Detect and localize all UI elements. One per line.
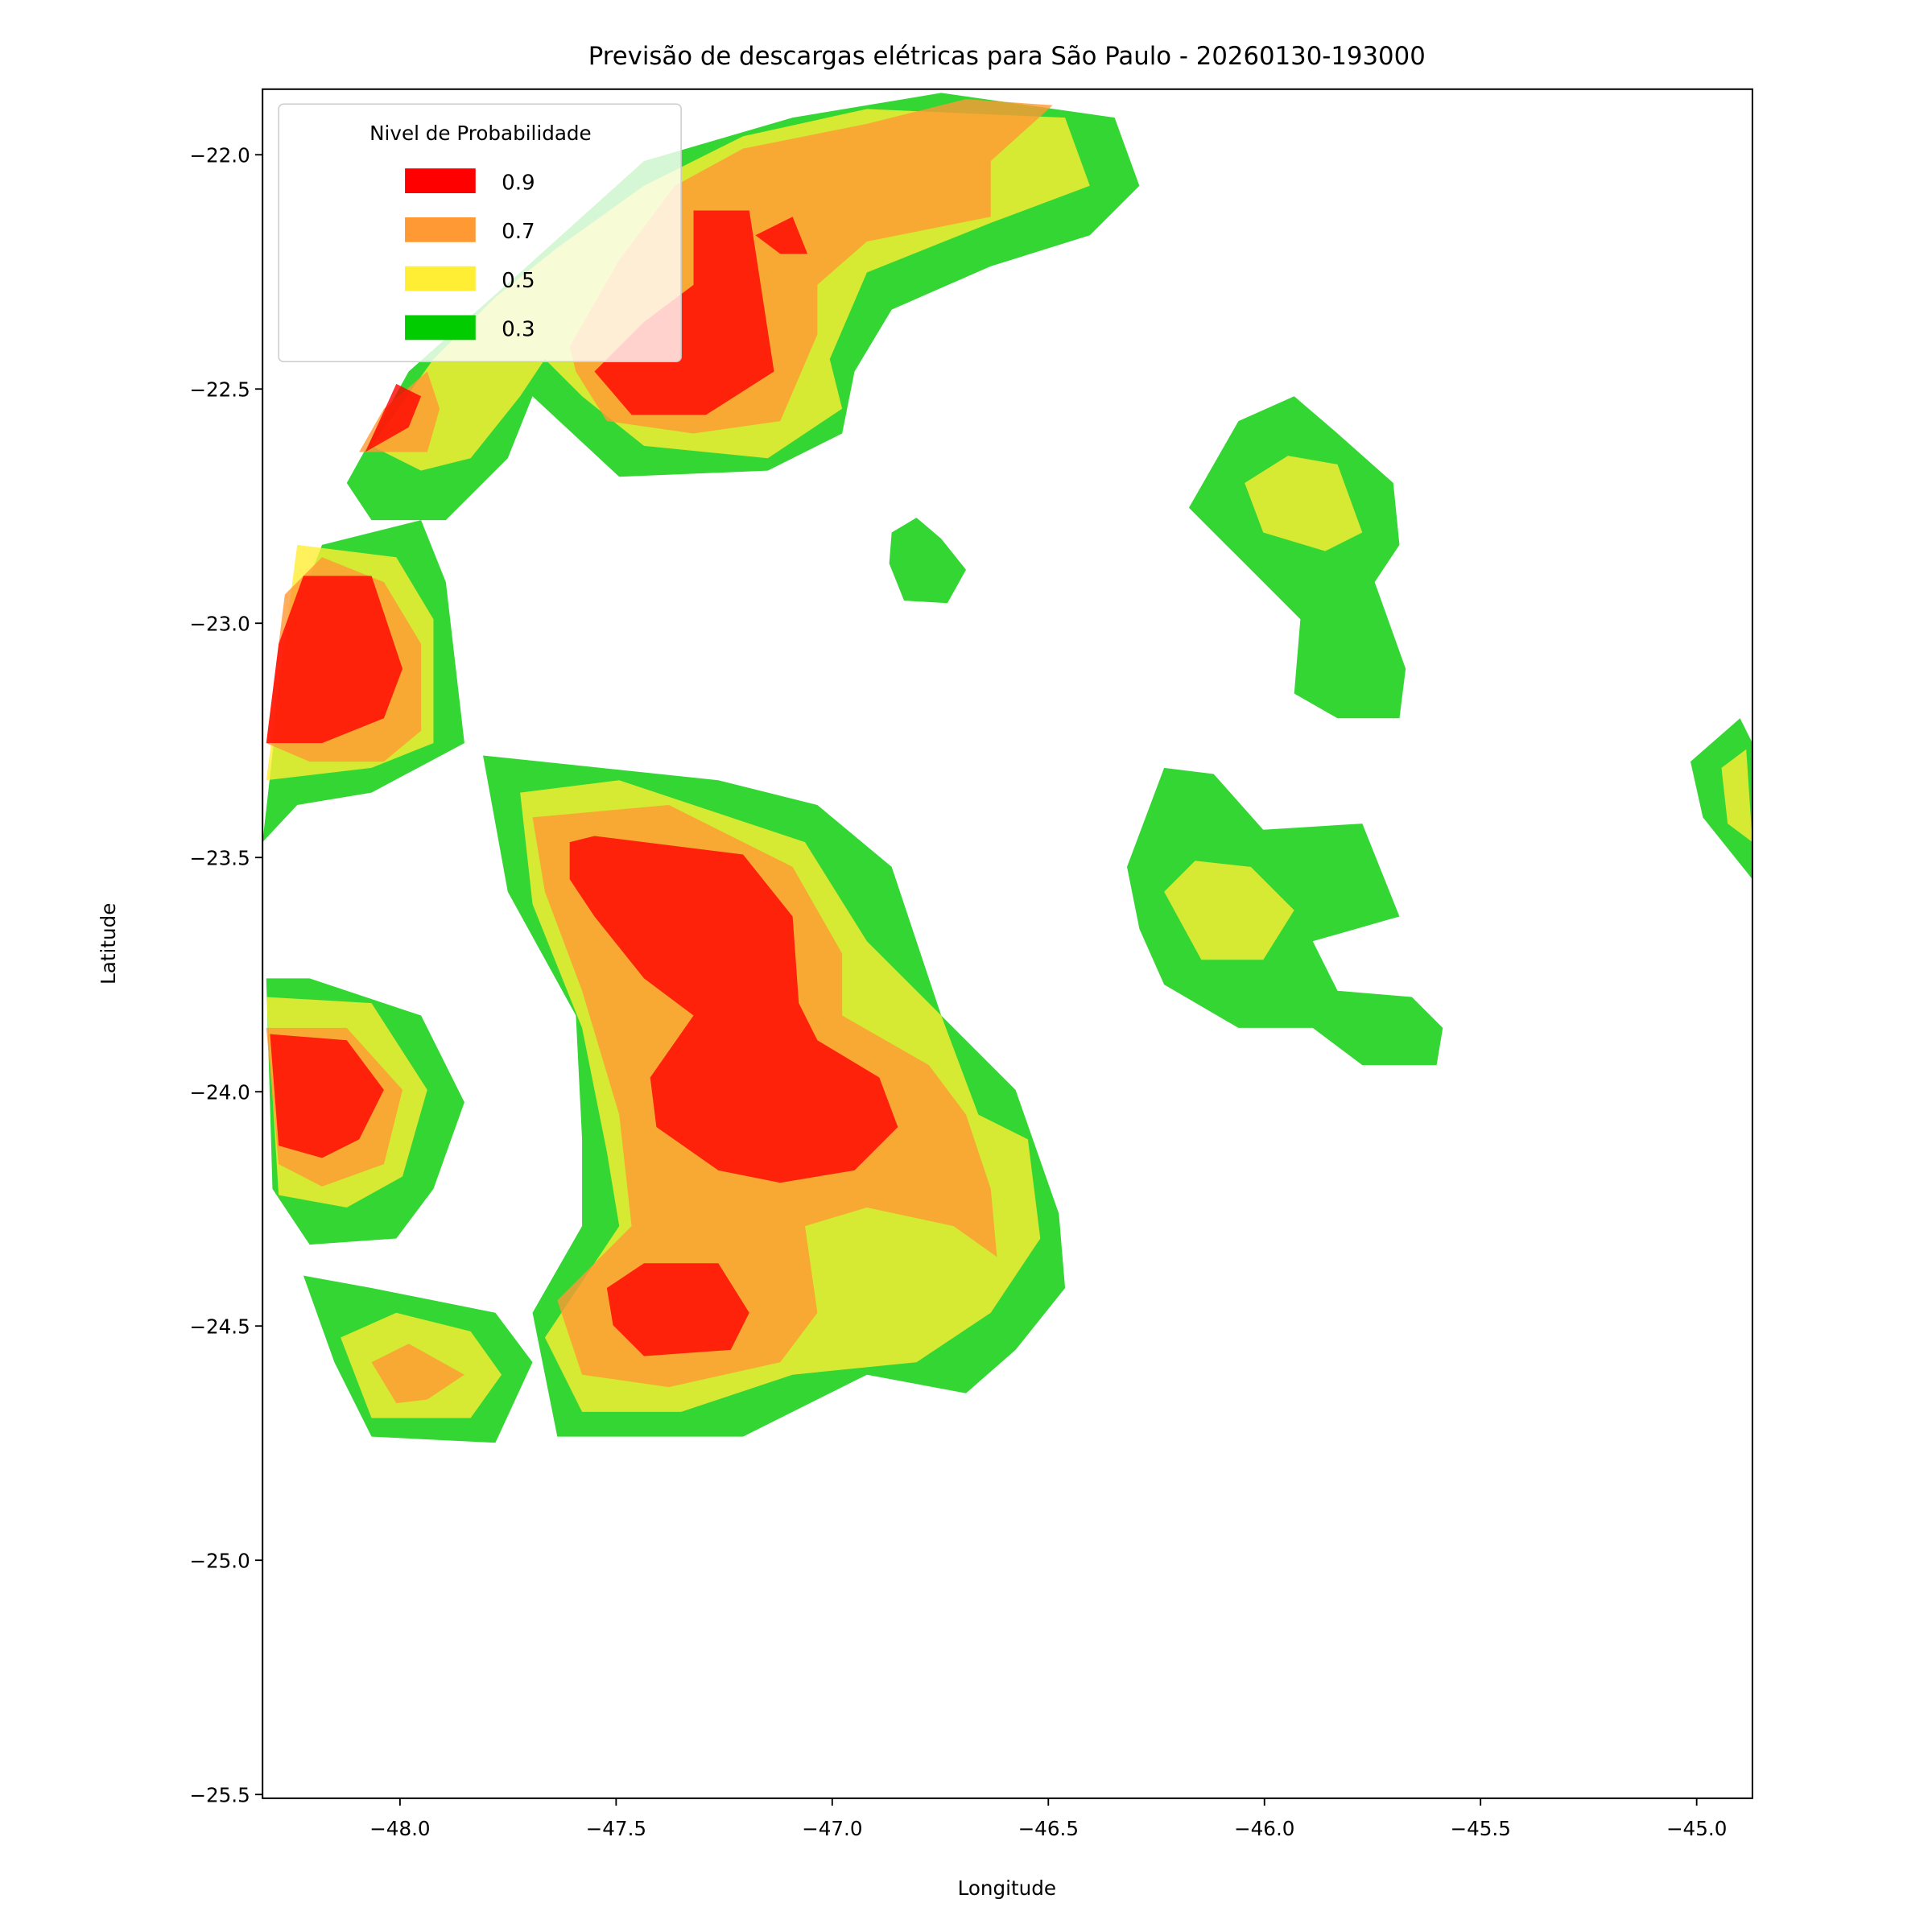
contour-region bbox=[1245, 456, 1363, 551]
chart-title: Previsão de descargas elétricas para São… bbox=[588, 42, 1426, 71]
legend-box bbox=[278, 103, 682, 362]
contour-region bbox=[594, 210, 774, 415]
contour-region bbox=[569, 836, 898, 1183]
x-tick-label: −45.0 bbox=[1666, 1817, 1727, 1840]
y-tick-label: −24.5 bbox=[189, 1315, 250, 1338]
legend-title: Nivel de Probabilidade bbox=[369, 122, 592, 145]
contour-region bbox=[755, 217, 808, 254]
x-axis-label: Longitude bbox=[958, 1876, 1056, 1900]
legend-label: 0.9 bbox=[502, 171, 535, 195]
contour-area bbox=[262, 93, 1752, 1443]
legend-label: 0.3 bbox=[502, 318, 535, 342]
legend-swatch bbox=[405, 168, 476, 193]
y-tick-label: −22.0 bbox=[189, 143, 250, 167]
x-tick-label: −47.5 bbox=[586, 1817, 646, 1840]
contour-region bbox=[1164, 861, 1294, 960]
x-tick-label: −45.5 bbox=[1450, 1817, 1510, 1840]
contour-region bbox=[371, 1344, 464, 1404]
legend: Nivel de Probabilidade 0.9 0.7 0.5 0.3 bbox=[278, 103, 682, 362]
contour-region bbox=[266, 576, 402, 744]
y-axis-label: Latitude bbox=[97, 903, 120, 985]
contour-region bbox=[1188, 396, 1406, 719]
x-tick-label: −48.0 bbox=[369, 1817, 430, 1840]
legend-swatch bbox=[405, 266, 476, 291]
axes-frame bbox=[262, 88, 1753, 1799]
x-tick-label: −46.0 bbox=[1234, 1817, 1294, 1840]
legend-label: 0.5 bbox=[502, 269, 535, 293]
y-tick-label: −23.5 bbox=[189, 846, 250, 869]
x-tick-label: −46.5 bbox=[1018, 1817, 1079, 1840]
contour-region bbox=[889, 518, 966, 604]
y-tick-label: −22.5 bbox=[189, 378, 250, 401]
legend-swatch bbox=[405, 217, 476, 242]
y-tick-label: −24.0 bbox=[189, 1080, 250, 1104]
contour-region bbox=[365, 383, 422, 452]
x-tick-label: −47.0 bbox=[802, 1817, 862, 1840]
y-tick-label: −25.5 bbox=[189, 1783, 250, 1806]
legend-label: 0.7 bbox=[502, 220, 535, 244]
contour-region bbox=[270, 1034, 384, 1158]
contour-region bbox=[1721, 749, 1752, 843]
contour-region bbox=[606, 1263, 749, 1356]
y-tick-label: −25.0 bbox=[189, 1549, 250, 1572]
y-tick-label: −23.0 bbox=[189, 612, 250, 635]
legend-swatch bbox=[405, 315, 476, 341]
